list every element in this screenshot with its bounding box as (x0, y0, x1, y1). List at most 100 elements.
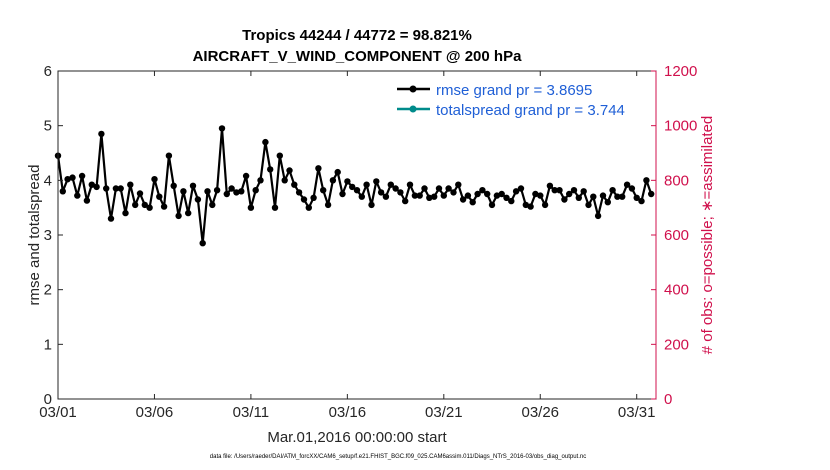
x-ticks: 03/01 03/06 03/11 03/16 03/21 03/26 03/31 (39, 71, 655, 421)
rmse-point (411, 192, 419, 199)
rmse-point (387, 181, 394, 188)
rmse-point (484, 190, 491, 198)
rmse-point (614, 193, 621, 200)
y-axis-label-right: # of obs: o=possible; ∗=assimilated (699, 116, 716, 355)
rmse-point (339, 190, 346, 198)
rmse-point (291, 181, 298, 188)
rmse-point (566, 190, 573, 198)
rmse-point (262, 138, 269, 146)
legend: rmse grand pr = 3.8695 totalspread grand… (392, 77, 640, 119)
rmse-point (69, 174, 76, 181)
rmse-point (537, 192, 544, 199)
legend-box (392, 77, 640, 119)
rmse-point (503, 194, 510, 201)
rmse-point (64, 176, 71, 183)
rmse-point (295, 189, 303, 196)
rmse-point (223, 190, 230, 198)
rmse-point (146, 204, 153, 211)
legend-rmse-label: rmse grand pr = 3.8695 (436, 82, 592, 99)
y-axis-label-left: rmse and totalspread (26, 165, 43, 306)
rmse-point (609, 187, 616, 194)
rmse-point (363, 181, 370, 188)
rmse-point (228, 185, 235, 192)
rmse-point (165, 152, 173, 159)
rmse-point (580, 188, 587, 195)
y-tick-label-right: 1000 (664, 118, 697, 135)
rmse-point (556, 187, 563, 194)
rmse-point (628, 185, 636, 192)
chart-subtitle: AIRCRAFT_V_WIND_COMPONENT @ 200 hPa (193, 48, 523, 65)
y-tick-label-left: 1 (44, 336, 52, 353)
rmse-point (575, 194, 582, 201)
rmse-point (300, 196, 308, 203)
rmse-point (78, 172, 86, 180)
y-tick-label-left: 6 (44, 63, 52, 80)
rmse-point (334, 168, 341, 176)
rmse-point (267, 166, 274, 173)
x-tick-label: 03/06 (136, 404, 174, 421)
rmse-point (189, 182, 197, 189)
rmse-point (204, 188, 211, 195)
rmse-point (170, 182, 177, 189)
rmse-point (643, 177, 650, 184)
rmse-point (435, 185, 443, 192)
y-tick-label-left: 5 (44, 118, 52, 135)
rmse-point (122, 209, 129, 217)
rmse-point (416, 192, 423, 199)
rmse-point (286, 167, 293, 174)
legend-spread-marker (409, 105, 417, 113)
rmse-point (450, 189, 457, 196)
x-axis-label: Mar.01,2016 00:00:00 start (267, 429, 447, 446)
legend-spread-label: totalspread grand pr = 3.744 (436, 102, 625, 119)
rmse-point (532, 190, 539, 198)
rmse-point (493, 192, 501, 199)
rmse-point (160, 203, 168, 210)
rmse-point (368, 201, 375, 209)
rmse-point (349, 183, 356, 191)
rmse-point (175, 212, 182, 220)
y-tick-label-left: 3 (44, 227, 52, 244)
rmse-point (459, 196, 467, 203)
rmse-point (238, 188, 245, 195)
rmse-point (213, 187, 221, 194)
rmse-point (377, 189, 385, 196)
rmse-point (199, 240, 206, 247)
rmse-point (440, 192, 447, 199)
y-tick-label-right: 200 (664, 336, 689, 353)
rmse-point (488, 201, 496, 209)
rmse-point (103, 185, 110, 192)
rmse-point (315, 165, 322, 172)
rmse-point (242, 172, 250, 180)
rmse-point (344, 178, 351, 185)
y-tick-label-left: 0 (44, 391, 52, 408)
rmse-point (281, 177, 288, 184)
rmse-point (397, 189, 404, 196)
x-tick-label: 03/16 (329, 404, 367, 421)
x-tick-label: 03/26 (521, 404, 559, 421)
rmse-point (276, 152, 283, 159)
rmse-point (98, 130, 105, 138)
rmse-point (59, 188, 66, 195)
rmse-point (329, 177, 337, 184)
y-tick-label-left: 2 (44, 282, 52, 299)
rmse-point (271, 204, 279, 211)
rmse-point (305, 204, 312, 211)
rmse-point (551, 187, 558, 194)
x-tick-label: 03/11 (233, 404, 269, 421)
rmse-point (426, 194, 433, 201)
x-tick-label: 03/21 (425, 404, 463, 421)
footnote: data file: /Users/raeder/DAI/ATM_forcXX/… (210, 454, 586, 460)
rmse-point (151, 176, 158, 183)
rmse-point (479, 187, 486, 194)
rmse-point (633, 194, 640, 201)
rmse-point (619, 193, 626, 200)
rmse-point (107, 215, 115, 222)
rmse-point (623, 181, 631, 188)
rmse-point (112, 185, 120, 192)
rmse-point (324, 201, 332, 209)
rmse-point (132, 201, 139, 209)
y-tick-label-left: 4 (44, 172, 52, 189)
y-tick-label-right: 600 (664, 227, 689, 244)
rmse-point (247, 204, 255, 211)
series-layer (54, 125, 655, 247)
